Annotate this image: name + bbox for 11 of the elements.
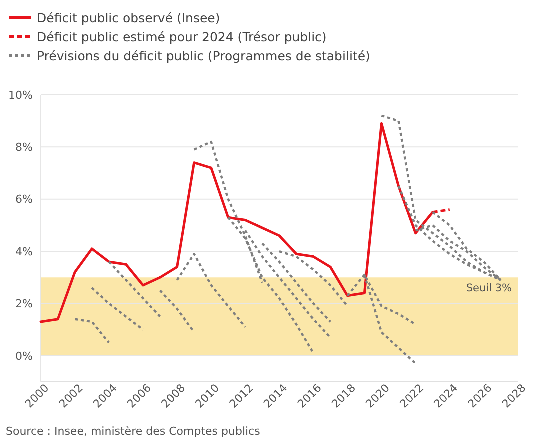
y-tick-label: 2% [16, 298, 33, 311]
y-tick-label: 8% [16, 141, 33, 154]
y-tick-label: 10% [8, 88, 33, 102]
y-tick-label: 6% [16, 193, 33, 206]
y-tick-label: 4% [16, 245, 33, 258]
y-tick-label: 0% [16, 350, 33, 363]
source-note: Source : Insee, ministère des Comptes publics [6, 425, 261, 438]
band-label: Seuil 3% [466, 282, 512, 295]
legend-label: Déficit public estimé pour 2024 (Trésor public) [37, 29, 327, 44]
legend-label: Déficit public observé (Insee) [37, 10, 220, 26]
legend-label: Prévisions du déficit public (Programmes de stabilité) [37, 48, 370, 64]
